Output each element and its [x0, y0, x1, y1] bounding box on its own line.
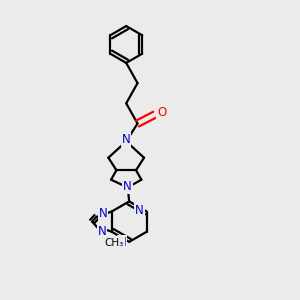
Text: N: N: [135, 204, 144, 218]
Text: N: N: [122, 134, 130, 146]
Text: N: N: [99, 207, 107, 220]
Text: N: N: [118, 236, 126, 249]
Text: N: N: [123, 180, 132, 193]
Text: O: O: [157, 106, 167, 119]
Text: CH₃: CH₃: [105, 238, 124, 248]
Text: N: N: [98, 225, 106, 238]
